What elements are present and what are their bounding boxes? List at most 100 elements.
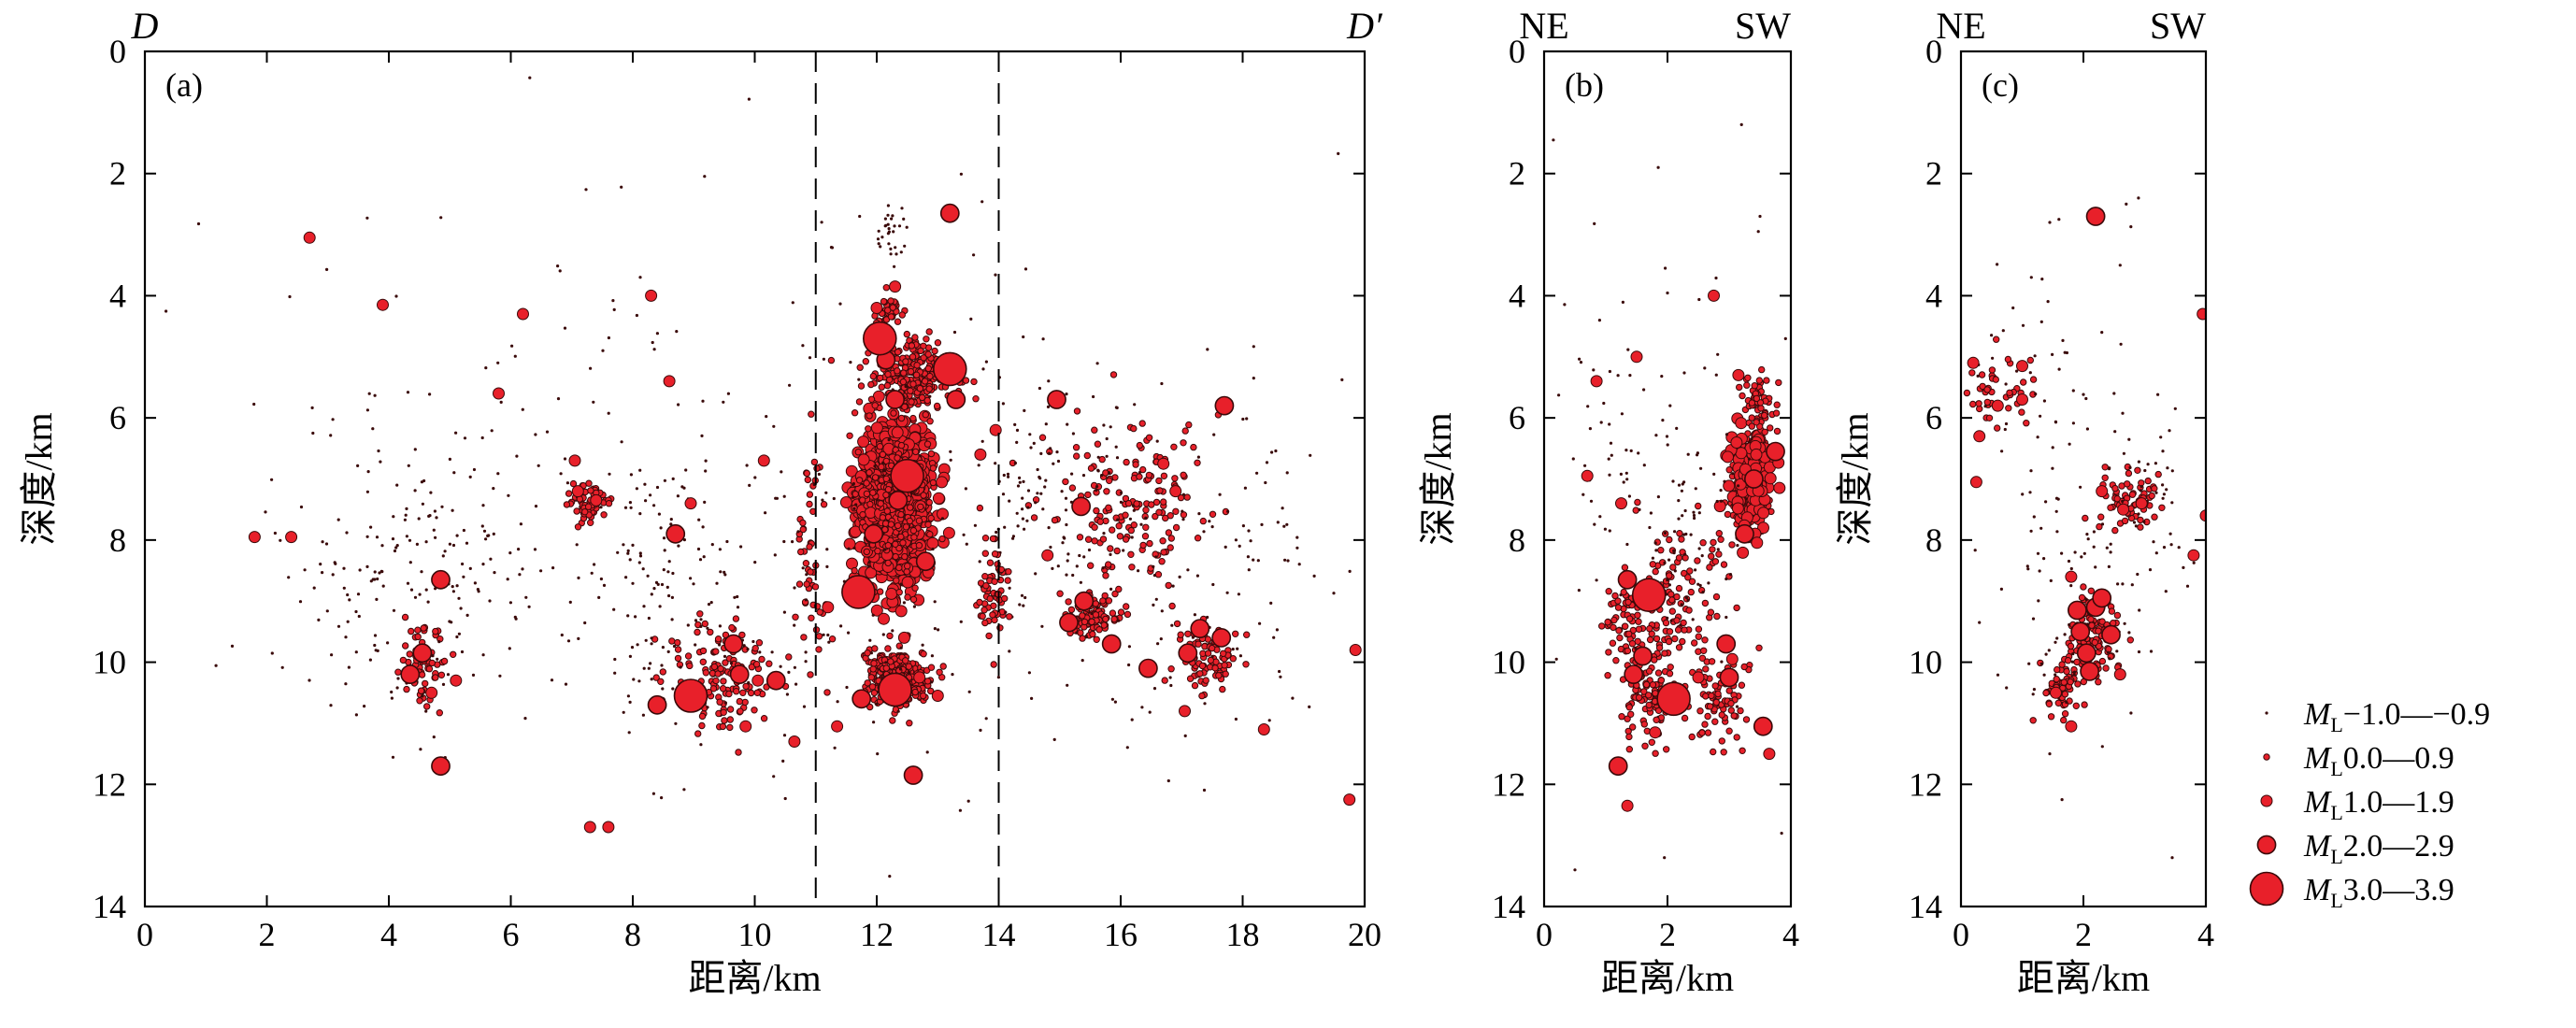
event-point (462, 528, 465, 533)
event-point (1728, 541, 1736, 549)
event-point (686, 623, 690, 627)
event-point (317, 618, 321, 622)
event-point (939, 203, 960, 223)
y-tick-label: 0 (109, 33, 126, 70)
event-point (902, 358, 909, 365)
event-point (887, 521, 895, 528)
event-point (1608, 422, 1611, 426)
event-point (2046, 300, 2050, 304)
event-point (677, 403, 680, 407)
event-point (1668, 404, 1672, 407)
event-point (706, 626, 709, 630)
event-point (1999, 587, 2003, 592)
event-point (1127, 526, 1136, 535)
event-point (1114, 445, 1118, 449)
event-point (1119, 500, 1123, 505)
event-point (902, 523, 910, 531)
event-point (2076, 643, 2097, 664)
event-point (884, 541, 892, 550)
event-point (982, 582, 990, 590)
event-point (1152, 574, 1156, 578)
event-point (1610, 623, 1617, 632)
event-point (2092, 530, 2096, 534)
event-point (827, 356, 836, 364)
event-point (1027, 671, 1031, 675)
event-point (940, 517, 945, 521)
event-point (884, 370, 892, 378)
event-point (821, 498, 824, 502)
event-point (699, 658, 707, 665)
event-point (624, 576, 628, 579)
event-point (477, 590, 480, 593)
event-point (2094, 565, 2097, 569)
event-point (803, 469, 810, 478)
event-point (1695, 502, 1702, 510)
event-point (881, 461, 885, 464)
event-point (1700, 554, 1704, 558)
event-point (782, 610, 787, 614)
event-point (868, 683, 877, 691)
event-point (1021, 517, 1024, 521)
event-point (1044, 478, 1048, 482)
event-point (1066, 559, 1069, 563)
event-point (877, 242, 880, 246)
event-point (820, 221, 823, 224)
event-point (887, 242, 891, 246)
event-point (883, 507, 891, 515)
event-point (680, 485, 684, 489)
event-point (2121, 499, 2125, 504)
event-point (2091, 638, 2099, 647)
event-point (822, 633, 825, 636)
event-point (560, 633, 564, 637)
event-point (758, 650, 762, 654)
event-point (585, 479, 593, 487)
event-point (718, 643, 722, 647)
event-point (742, 682, 750, 691)
event-point (605, 500, 613, 507)
event-point (773, 553, 777, 557)
event-point (698, 558, 703, 562)
event-point (1625, 615, 1634, 622)
event-point (1198, 692, 1206, 700)
event-point (885, 390, 906, 409)
event-point (829, 246, 834, 250)
event-point (1648, 525, 1652, 530)
event-point (1967, 356, 1980, 369)
event-point (421, 502, 424, 506)
event-point (958, 808, 962, 812)
event-point (1066, 422, 1069, 426)
event-point (484, 537, 488, 541)
event-point (1091, 523, 1098, 531)
event-point (455, 584, 459, 588)
event-point (635, 313, 639, 318)
event-point (2021, 323, 2025, 327)
event-point (1712, 698, 1721, 707)
event-point (852, 546, 856, 550)
event-point (1701, 599, 1710, 607)
event-point (1579, 361, 1583, 364)
event-point (1101, 634, 1122, 654)
event-point (324, 542, 329, 546)
event-point (645, 289, 658, 302)
event-point (1072, 444, 1080, 451)
event-point (435, 516, 438, 520)
event-point (1186, 675, 1195, 682)
event-point (823, 689, 831, 696)
event-point (1077, 629, 1084, 636)
event-point (915, 517, 923, 524)
event-point (2064, 657, 2072, 664)
event-point (1969, 476, 1982, 489)
event-point (363, 705, 366, 708)
event-point (1105, 436, 1109, 441)
event-point (874, 547, 881, 555)
event-point (1571, 457, 1575, 461)
event-point (1191, 635, 1195, 639)
event-point (1621, 564, 1629, 571)
event-point (1712, 593, 1721, 601)
event-point (905, 225, 909, 229)
event-point (1062, 478, 1069, 486)
event-point (414, 633, 422, 641)
event-point (863, 490, 871, 498)
event-point (674, 638, 681, 647)
event-point (534, 505, 538, 508)
